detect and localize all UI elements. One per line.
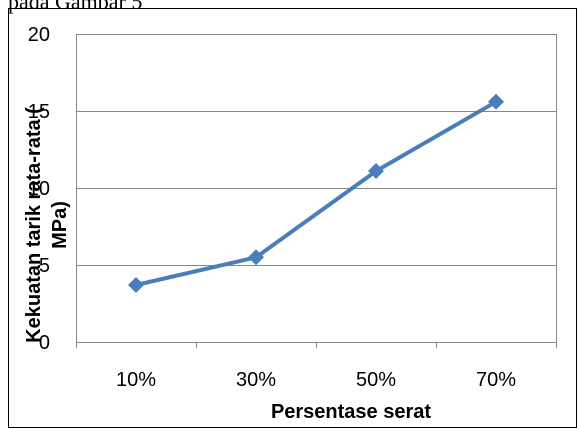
series-line-0: [134, 99, 498, 287]
y-tick-label-0: 0: [39, 332, 50, 354]
x-tick-label-50pct: 50%: [356, 369, 396, 391]
data-point-10pct: [128, 277, 144, 294]
data-point-70pct: [488, 93, 504, 110]
data-point-50pct: [368, 163, 384, 180]
x-tick-label-70pct: 70%: [476, 369, 516, 391]
series-layer: [128, 93, 504, 294]
top-caption: pada Gambar 5: [8, 0, 143, 14]
y-tick-label-5: 5: [39, 255, 50, 277]
x-tick-label-10pct: 10%: [116, 369, 156, 391]
y-axis-title-line2: MPa): [49, 201, 71, 249]
y-tick-label-15: 15: [28, 101, 50, 123]
y-axis-title: Kekuatan tarik rata-rata ( MPa): [23, 107, 71, 343]
y-tick-labels: 0 5 10 15 20: [28, 24, 50, 354]
data-point-30pct: [248, 249, 264, 266]
y-axis-title-line1: Kekuatan tarik rata-rata (: [23, 107, 45, 343]
x-axis-title: Persentase serat: [271, 401, 431, 423]
gridlines: [76, 34, 557, 348]
chart-area-border: [8, 8, 577, 428]
x-tick-labels: 10% 30% 50% 70%: [116, 369, 516, 391]
y-tick-label-20: 20: [28, 24, 50, 46]
x-tick-label-30pct: 30%: [236, 369, 276, 391]
y-tick-label-10: 10: [28, 178, 50, 200]
